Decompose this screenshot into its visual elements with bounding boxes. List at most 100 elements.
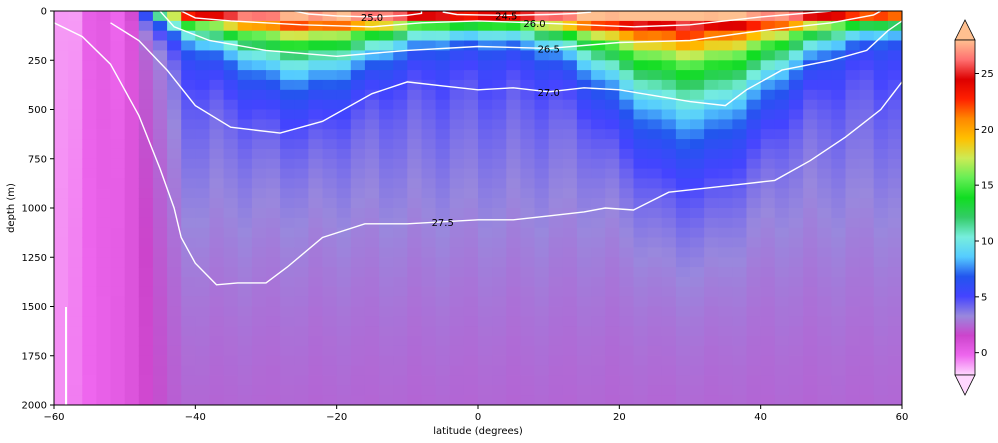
heatmap-cell (859, 60, 875, 71)
heatmap-cell (308, 198, 324, 209)
heatmap-cell (605, 168, 620, 179)
heatmap-cell (294, 60, 309, 71)
heatmap-cell (478, 109, 493, 120)
heatmap-cell (195, 20, 210, 32)
heatmap-cell (152, 148, 168, 160)
heatmap-cell (393, 336, 408, 347)
heatmap-cell (732, 148, 748, 160)
heatmap-cell (605, 148, 620, 160)
heatmap-cell (82, 375, 97, 386)
heatmap-cell (647, 50, 663, 61)
heatmap-cell (421, 99, 437, 111)
heatmap-cell (336, 139, 352, 150)
heatmap-cell (774, 208, 790, 219)
heatmap-cell (336, 158, 352, 170)
heatmap-cell (718, 247, 733, 258)
heatmap-cell (209, 99, 225, 111)
heatmap-cell (68, 355, 83, 367)
heatmap-cell (661, 119, 677, 130)
heatmap-cell (407, 395, 422, 405)
heatmap-cell (591, 237, 606, 248)
heatmap-cell (379, 217, 394, 229)
heatmap-cell (887, 129, 902, 140)
heatmap-cell (534, 306, 550, 317)
heatmap-cell (364, 60, 380, 71)
heatmap-cell (492, 158, 507, 170)
heatmap-cell (266, 168, 281, 179)
heatmap-cell (887, 158, 902, 170)
heatmap-cell (746, 178, 762, 189)
heatmap-cell (661, 168, 677, 179)
heatmap-cell (237, 286, 253, 298)
heatmap-cell (407, 198, 422, 209)
heatmap-cell (845, 40, 861, 51)
heatmap-cell (209, 178, 225, 189)
heatmap-cell (379, 139, 394, 150)
heatmap-cell (760, 60, 776, 71)
heatmap-cell (82, 99, 97, 111)
heatmap-cell (251, 109, 267, 120)
heatmap-cell (605, 355, 620, 367)
heatmap-cell (294, 385, 309, 396)
heatmap-cell (280, 296, 295, 308)
y-tick-label: 1500 (22, 302, 47, 313)
contour-line (442, 11, 592, 17)
heatmap-cell (54, 70, 69, 81)
heatmap-cell (195, 89, 210, 101)
heatmap-cell (859, 375, 875, 386)
heatmap-cell (548, 296, 564, 308)
heatmap-cell (54, 188, 69, 199)
heatmap-cell (110, 70, 126, 81)
heatmap-cell (336, 316, 352, 327)
heatmap-cell (859, 355, 875, 367)
heatmap-cell (788, 237, 804, 248)
heatmap-cell (251, 375, 267, 386)
heatmap-cell (520, 257, 536, 268)
heatmap-cell (746, 277, 762, 288)
heatmap-cell (167, 267, 182, 278)
heatmap-cell (167, 11, 182, 22)
heatmap-cell (110, 365, 126, 377)
heatmap-cell (379, 296, 394, 308)
heatmap-cell (379, 99, 394, 111)
heatmap-cell (591, 158, 606, 170)
heatmap-cell (774, 237, 790, 248)
heatmap-cell (237, 148, 253, 160)
heatmap-cell (449, 30, 465, 42)
heatmap-cell (110, 237, 126, 248)
heatmap-cell (266, 395, 281, 405)
heatmap-cell (746, 345, 762, 357)
heatmap-cell (124, 365, 140, 377)
heatmap-cell (492, 89, 507, 101)
heatmap-cell (576, 277, 592, 288)
heatmap-cell (266, 178, 281, 189)
heatmap-cell (859, 217, 875, 229)
heatmap-cell (576, 336, 592, 347)
heatmap-cell (209, 257, 225, 268)
heatmap-cell (251, 50, 267, 61)
heatmap-cell (774, 79, 790, 91)
heatmap-cell (591, 139, 606, 150)
heatmap-cell (435, 109, 451, 120)
heatmap-cell (788, 326, 804, 337)
heatmap-cell (350, 119, 366, 130)
heatmap-cell (633, 385, 649, 396)
heatmap-cell (478, 119, 493, 130)
heatmap-cell (873, 148, 889, 160)
heatmap-cell (548, 267, 564, 278)
heatmap-cell (181, 365, 196, 377)
heatmap-cell (54, 60, 69, 71)
heatmap-cell (520, 70, 536, 81)
heatmap-cell (251, 326, 267, 337)
heatmap-cell (223, 316, 239, 327)
heatmap-cell (364, 277, 380, 288)
y-tick-label: 750 (28, 154, 47, 165)
heatmap-cell (788, 168, 804, 179)
heatmap-cell (68, 158, 83, 170)
heatmap-cell (124, 158, 140, 170)
heatmap-cell (209, 326, 225, 337)
heatmap-cell (336, 277, 352, 288)
heatmap-cell (845, 188, 861, 199)
heatmap-cell (223, 188, 239, 199)
heatmap-cell (704, 336, 719, 347)
